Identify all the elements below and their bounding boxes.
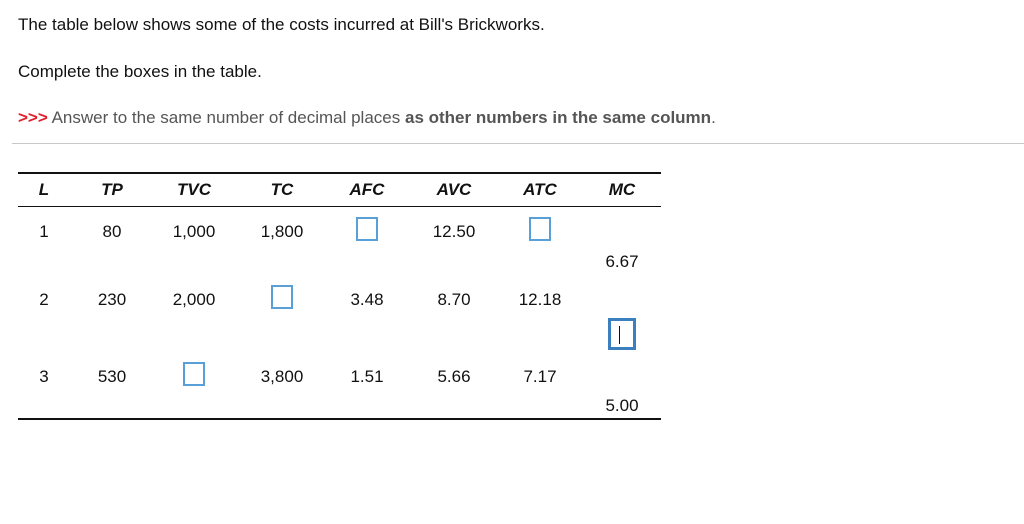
header-mc: MC bbox=[608, 180, 636, 199]
header-tc: TC bbox=[270, 180, 294, 199]
table-header-rule bbox=[18, 206, 661, 207]
input-tc-row-2[interactable] bbox=[271, 285, 293, 309]
header-tp: TP bbox=[101, 180, 123, 199]
hint-bold: as other numbers in the same column bbox=[404, 108, 712, 127]
table-row-1-tvc: 1,000 bbox=[172, 222, 216, 241]
table-row-1-tc: 1,800 bbox=[260, 222, 304, 241]
table-row-3-atc: 7.17 bbox=[523, 367, 557, 386]
mc-2-3: 5.00 bbox=[605, 396, 639, 415]
table-row-2-afc: 3.48 bbox=[350, 290, 384, 309]
header-tvc: TVC bbox=[177, 180, 211, 199]
header-avc: AVC bbox=[436, 180, 472, 199]
hint-text: >>> Answer to the same number of decimal… bbox=[18, 108, 716, 128]
table-row-2-l: 2 bbox=[39, 290, 49, 309]
table-top-rule bbox=[18, 172, 661, 174]
table-row-2-tp: 230 bbox=[97, 290, 127, 309]
header-afc: AFC bbox=[349, 180, 385, 199]
input-tvc-row-3[interactable] bbox=[183, 362, 205, 386]
table-row-3-tc: 3,800 bbox=[260, 367, 304, 386]
hint-marker: >>> bbox=[18, 108, 48, 127]
hint-end: . bbox=[711, 108, 716, 127]
table-row-3-tp: 530 bbox=[97, 367, 127, 386]
table-row-3-avc: 5.66 bbox=[437, 367, 471, 386]
table-row-3-l: 3 bbox=[39, 367, 49, 386]
header-l: L bbox=[38, 180, 50, 199]
input-afc-row-1[interactable] bbox=[356, 217, 378, 241]
instruction-text: Complete the boxes in the table. bbox=[18, 62, 262, 81]
table-row-2-tvc: 2,000 bbox=[172, 290, 216, 309]
table-row-2-atc: 12.18 bbox=[518, 290, 562, 309]
input-mc-2-3[interactable] bbox=[608, 318, 636, 350]
table-row-1-tp: 80 bbox=[102, 222, 122, 241]
header-atc: ATC bbox=[523, 180, 557, 199]
mc-1-2: 6.67 bbox=[605, 252, 639, 271]
table-row-1-avc: 12.50 bbox=[432, 222, 476, 241]
text-caret bbox=[619, 326, 620, 344]
hint-body: Answer to the same number of decimal pla… bbox=[47, 108, 405, 127]
input-atc-row-1[interactable] bbox=[529, 217, 551, 241]
divider bbox=[12, 143, 1024, 144]
table-row-2-avc: 8.70 bbox=[437, 290, 471, 309]
table-row-3-afc: 1.51 bbox=[350, 367, 384, 386]
table-bottom-rule bbox=[18, 418, 661, 420]
intro-text: The table below shows some of the costs … bbox=[18, 15, 545, 34]
table-row-1-l: 1 bbox=[39, 222, 49, 241]
